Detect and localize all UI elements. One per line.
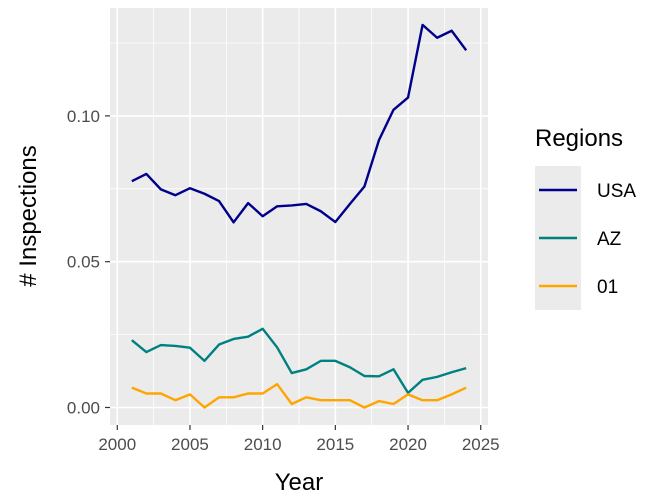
x-tick-label: 2005 [171, 435, 209, 454]
x-tick-label: 2015 [316, 435, 354, 454]
legend: Regions USA AZ 01 [535, 125, 636, 310]
legend-title: Regions [535, 125, 623, 152]
legend-label-az: AZ [597, 229, 622, 250]
x-tick-label: 2000 [98, 435, 136, 454]
x-axis-title: Year [275, 469, 324, 496]
minor-gridlines [110, 8, 488, 425]
y-tick-label: 0.05 [67, 253, 100, 272]
series-line-usa [131, 23, 468, 224]
y-tick-label: 0.10 [67, 107, 100, 126]
series-lines [131, 23, 468, 409]
axis-ticks [105, 115, 482, 430]
legend-label-usa: USA [597, 181, 636, 202]
y-axis-tick-labels: 0.00 0.05 0.10 [67, 107, 100, 418]
x-tick-label: 2020 [389, 435, 427, 454]
y-tick-label: 0.00 [67, 399, 100, 418]
x-axis-tick-labels: 2000 2005 2010 2015 2020 2025 [98, 435, 499, 454]
y-axis-title: # Inspections [15, 145, 42, 286]
legend-label-01: 01 [597, 277, 618, 298]
series-line-01 [131, 382, 467, 409]
series-line-az [131, 327, 467, 395]
x-tick-label: 2025 [462, 435, 500, 454]
x-tick-label: 2010 [244, 435, 282, 454]
